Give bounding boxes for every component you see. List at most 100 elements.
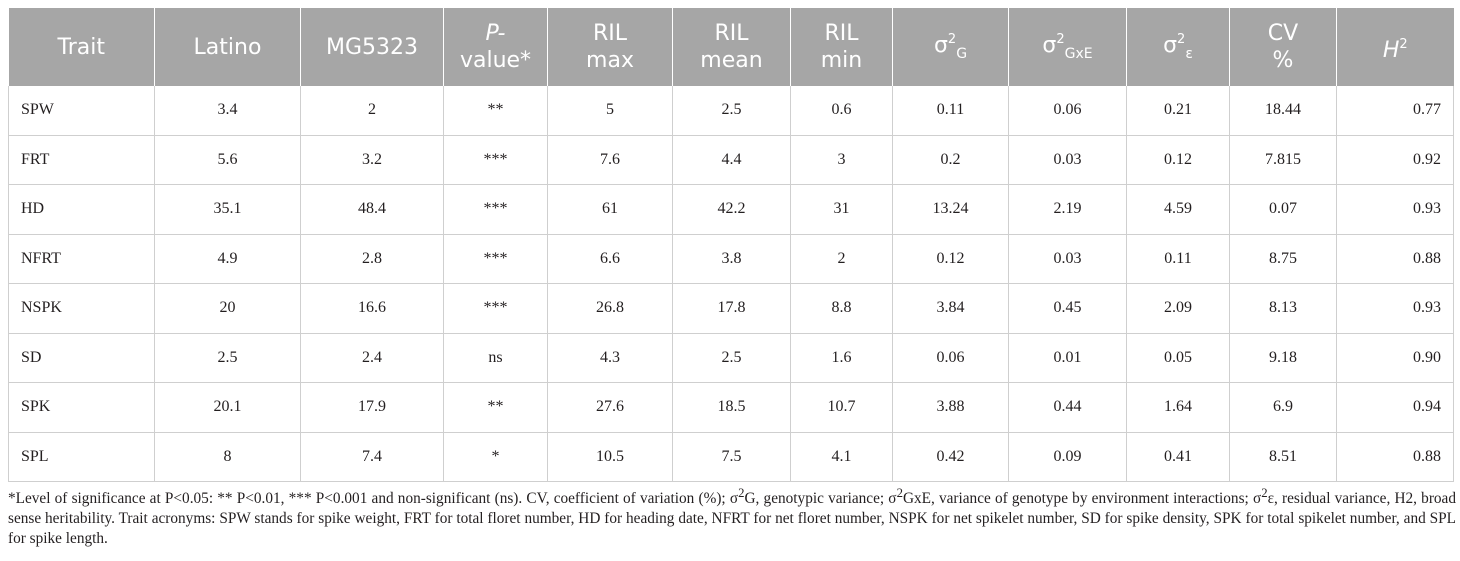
trait-cell: NFRT [8, 234, 155, 284]
column-header: CV% [1229, 8, 1337, 86]
table-row: SPW 3.4 2 ** 5 2.5 0.6 0.11 0.06 0.21 18.44 0.77 [8, 86, 1454, 136]
table-cell: 0.41 [1126, 432, 1230, 482]
header-label-line2: % [1272, 48, 1294, 73]
column-header: H2 [1336, 8, 1454, 86]
header-label: MG5323 [325, 34, 419, 60]
footnote-text-2: G, genotypic variance; σ [744, 490, 897, 508]
table-cell: 2.8 [300, 234, 444, 284]
footnote-sup-2: 2 [896, 486, 903, 500]
footnote-sup-3: 2 [1261, 486, 1268, 500]
table-footnote: *Level of significance at P<0.05: ** P<0… [8, 483, 1456, 549]
table-cell: 6.9 [1229, 382, 1337, 433]
table-cell: 2.5 [154, 333, 301, 383]
table-cell: 8 [154, 432, 301, 482]
header-subscript: ε [1185, 46, 1193, 62]
column-header: Trait [8, 8, 155, 86]
table-row: SPK 20.1 17.9 ** 27.6 18.5 10.7 3.88 0.44 1.64 6.9… [8, 382, 1454, 433]
header-label: RIL [714, 21, 749, 46]
footnote-sup-1: 2 [738, 486, 745, 500]
table-cell: 17.9 [300, 382, 444, 433]
table-cell: ** [443, 382, 548, 433]
header-label: Latino [193, 34, 262, 60]
column-header: RIL mean [672, 8, 791, 86]
table-cell: 26.8 [547, 283, 673, 334]
trait-cell: HD [8, 184, 155, 235]
table-body: SPW 3.4 2 ** 5 2.5 0.6 0.11 0.06 0.21 18.44 0.77 FRT… [8, 86, 1454, 482]
table-cell: 4.1 [790, 432, 893, 482]
table-cell: 0.77 [1336, 86, 1454, 136]
footnote-text-4: ε, residual variance, H2, broad sense he… [8, 490, 1456, 548]
column-header: σ2G [892, 8, 1009, 86]
trait-cell: NSPK [8, 283, 155, 334]
table-cell: *** [443, 283, 548, 334]
table-cell: 3.2 [300, 135, 444, 185]
header-label-line2: min [820, 48, 863, 73]
table-cell: 0.93 [1336, 283, 1454, 334]
table-cell: *** [443, 184, 548, 235]
column-header: σ2ε [1126, 8, 1230, 86]
table-cell: 0.92 [1336, 135, 1454, 185]
table-cell: 2.4 [300, 333, 444, 383]
table-cell: ** [443, 86, 548, 136]
header-superscript: 2 [947, 32, 957, 47]
trait-cell: FRT [8, 135, 155, 185]
table-cell: 7.815 [1229, 135, 1337, 185]
table-cell: 4.59 [1126, 184, 1230, 235]
header-label-line2: value* [459, 48, 532, 73]
table-cell: 35.1 [154, 184, 301, 235]
table-cell: 10.7 [790, 382, 893, 433]
table-row: SPL 8 7.4 * 10.5 7.5 4.1 0.42 0.09 0.41 8.51 0.88 [8, 432, 1454, 482]
table-cell: 2.5 [672, 86, 791, 136]
table-cell: 13.24 [892, 184, 1009, 235]
table-cell: 1.6 [790, 333, 893, 383]
table-cell: 0.45 [1008, 283, 1127, 334]
table-cell: 0.44 [1008, 382, 1127, 433]
table-cell: 3.8 [672, 234, 791, 284]
table-cell: 18.44 [1229, 86, 1337, 136]
table-cell: 0.21 [1126, 86, 1230, 136]
header-label: P- [485, 21, 506, 46]
table-row: SD 2.5 2.4 ns 4.3 2.5 1.6 0.06 0.01 0.05 9.18 0.90 [8, 333, 1454, 383]
trait-cell: SPW [8, 86, 155, 136]
table-cell: 0.88 [1336, 432, 1454, 482]
header-label: CV [1267, 21, 1299, 46]
table-cell: 20 [154, 283, 301, 334]
table-cell: 0.11 [892, 86, 1009, 136]
table-cell: 0.90 [1336, 333, 1454, 383]
table-cell: 4.3 [547, 333, 673, 383]
table-cell: 0.03 [1008, 234, 1127, 284]
table-cell: 48.4 [300, 184, 444, 235]
table-cell: 18.5 [672, 382, 791, 433]
table-container: Trait Latino MG5323 P-value* RIL max RIL mean RI… [8, 8, 1454, 482]
table-cell: 8.75 [1229, 234, 1337, 284]
table-row: FRT 5.6 3.2 *** 7.6 4.4 3 0.2 0.03 0.12 7.815 0.92 [8, 135, 1454, 185]
table-cell: 7.6 [547, 135, 673, 185]
table-cell: 3.4 [154, 86, 301, 136]
table-cell: 7.5 [672, 432, 791, 482]
table-cell: 0.05 [1126, 333, 1230, 383]
table-cell: 0.09 [1008, 432, 1127, 482]
table-cell: 2.5 [672, 333, 791, 383]
table-cell: 2.09 [1126, 283, 1230, 334]
footnote-text-3: GxE, variance of genotype by environment… [902, 490, 1262, 508]
table-cell: 0.6 [790, 86, 893, 136]
trait-cell: SD [8, 333, 155, 383]
table-cell: 0.06 [892, 333, 1009, 383]
table-cell: 10.5 [547, 432, 673, 482]
table-cell: 2 [300, 86, 444, 136]
table-cell: 61 [547, 184, 673, 235]
column-header: RIL max [547, 8, 673, 86]
table-cell: 0.07 [1229, 184, 1337, 235]
header-subscript: GxE [1064, 46, 1093, 62]
table-cell: 0.12 [1126, 135, 1230, 185]
header-label: Trait [57, 34, 105, 60]
table-cell: 42.2 [672, 184, 791, 235]
table-cell: 3 [790, 135, 893, 185]
header-symbol: σ [1163, 33, 1178, 58]
table-cell: 5 [547, 86, 673, 136]
table-cell: 8.8 [790, 283, 893, 334]
table-cell: 31 [790, 184, 893, 235]
table-cell: 1.64 [1126, 382, 1230, 433]
table-cell: 9.18 [1229, 333, 1337, 383]
table-cell: 20.1 [154, 382, 301, 433]
